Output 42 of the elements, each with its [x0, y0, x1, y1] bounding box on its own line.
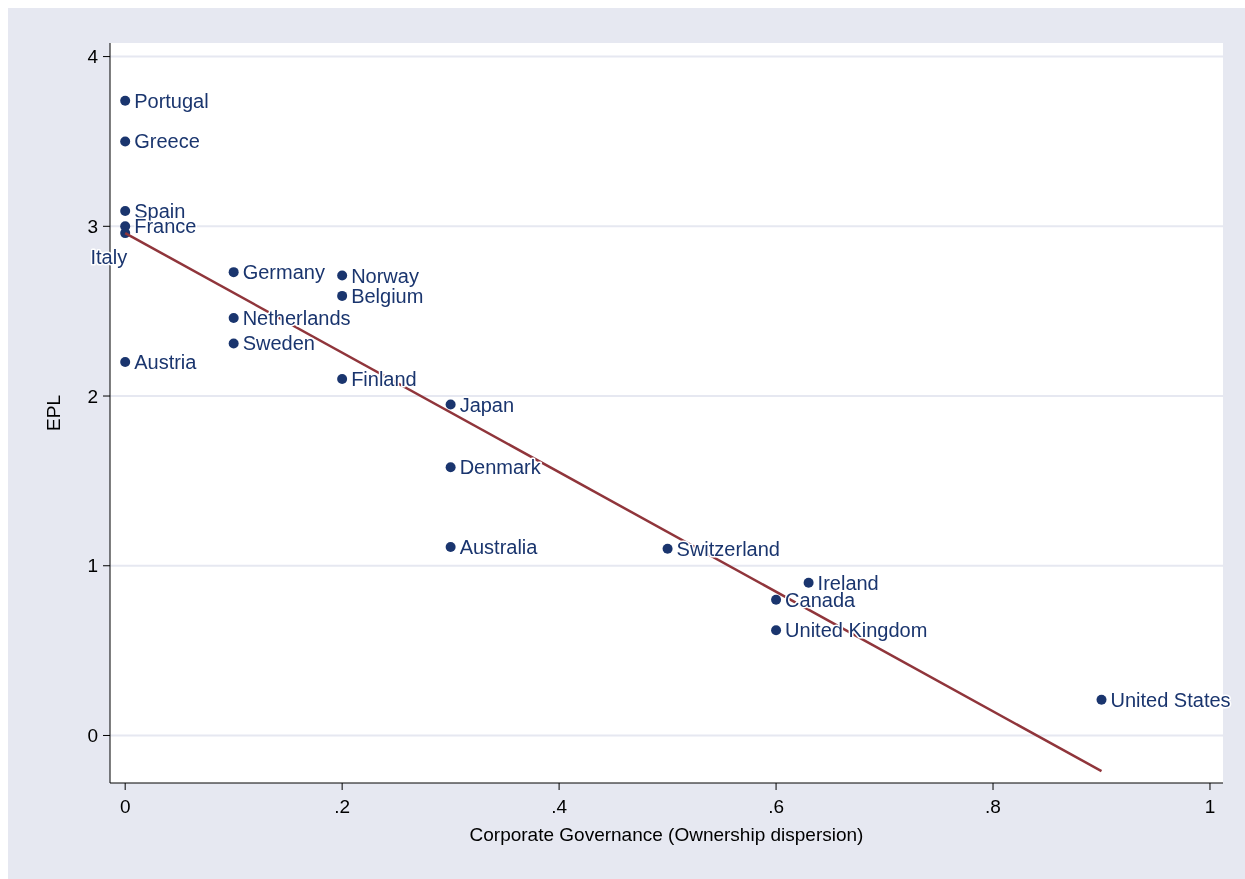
- annotation: Germany: [242, 261, 325, 284]
- point: [337, 270, 348, 281]
- point: [120, 357, 131, 368]
- annotation: Australia: [459, 536, 539, 559]
- annotation: United Kingdom: [785, 619, 928, 642]
- point: [120, 136, 131, 147]
- point: [120, 206, 131, 217]
- point: [445, 542, 456, 553]
- point: [120, 95, 131, 106]
- x-tick-label: .4: [551, 796, 568, 817]
- x-tick-label: .2: [334, 796, 351, 817]
- point: [228, 267, 239, 278]
- point: [445, 399, 456, 410]
- annotation: Sweden: [242, 332, 315, 355]
- annotation: United States: [1110, 688, 1231, 711]
- point: [228, 312, 239, 323]
- point: [337, 374, 348, 385]
- annotation: Norway: [351, 264, 419, 287]
- x-tick-label: .6: [768, 796, 784, 817]
- y-axis-title: EPL: [43, 395, 64, 431]
- point: [771, 625, 782, 636]
- y-tick-label: 3: [87, 215, 98, 237]
- y-tick-label: 1: [87, 555, 98, 577]
- point: [337, 290, 348, 301]
- point: [1096, 694, 1107, 705]
- y-tick-label: 0: [87, 725, 98, 747]
- point: [803, 577, 814, 588]
- annotation: Denmark: [459, 456, 542, 479]
- annotation: Greece: [134, 130, 200, 153]
- y-tick-label: 2: [87, 385, 98, 407]
- point: [228, 338, 239, 349]
- annotation: Portugal: [134, 89, 209, 112]
- point: [445, 462, 456, 473]
- point: [662, 543, 673, 554]
- y-tick-label: 4: [87, 46, 99, 68]
- annotation: Austria: [134, 351, 198, 374]
- x-tick-label: 1: [1204, 796, 1216, 817]
- x-axis-title: Corporate Governance (Ownership dispersion): [469, 824, 864, 845]
- point: [771, 594, 782, 605]
- x-tick-label: .8: [985, 796, 1001, 817]
- x-tick-label: 0: [119, 796, 131, 817]
- annotation: Japan: [459, 393, 515, 416]
